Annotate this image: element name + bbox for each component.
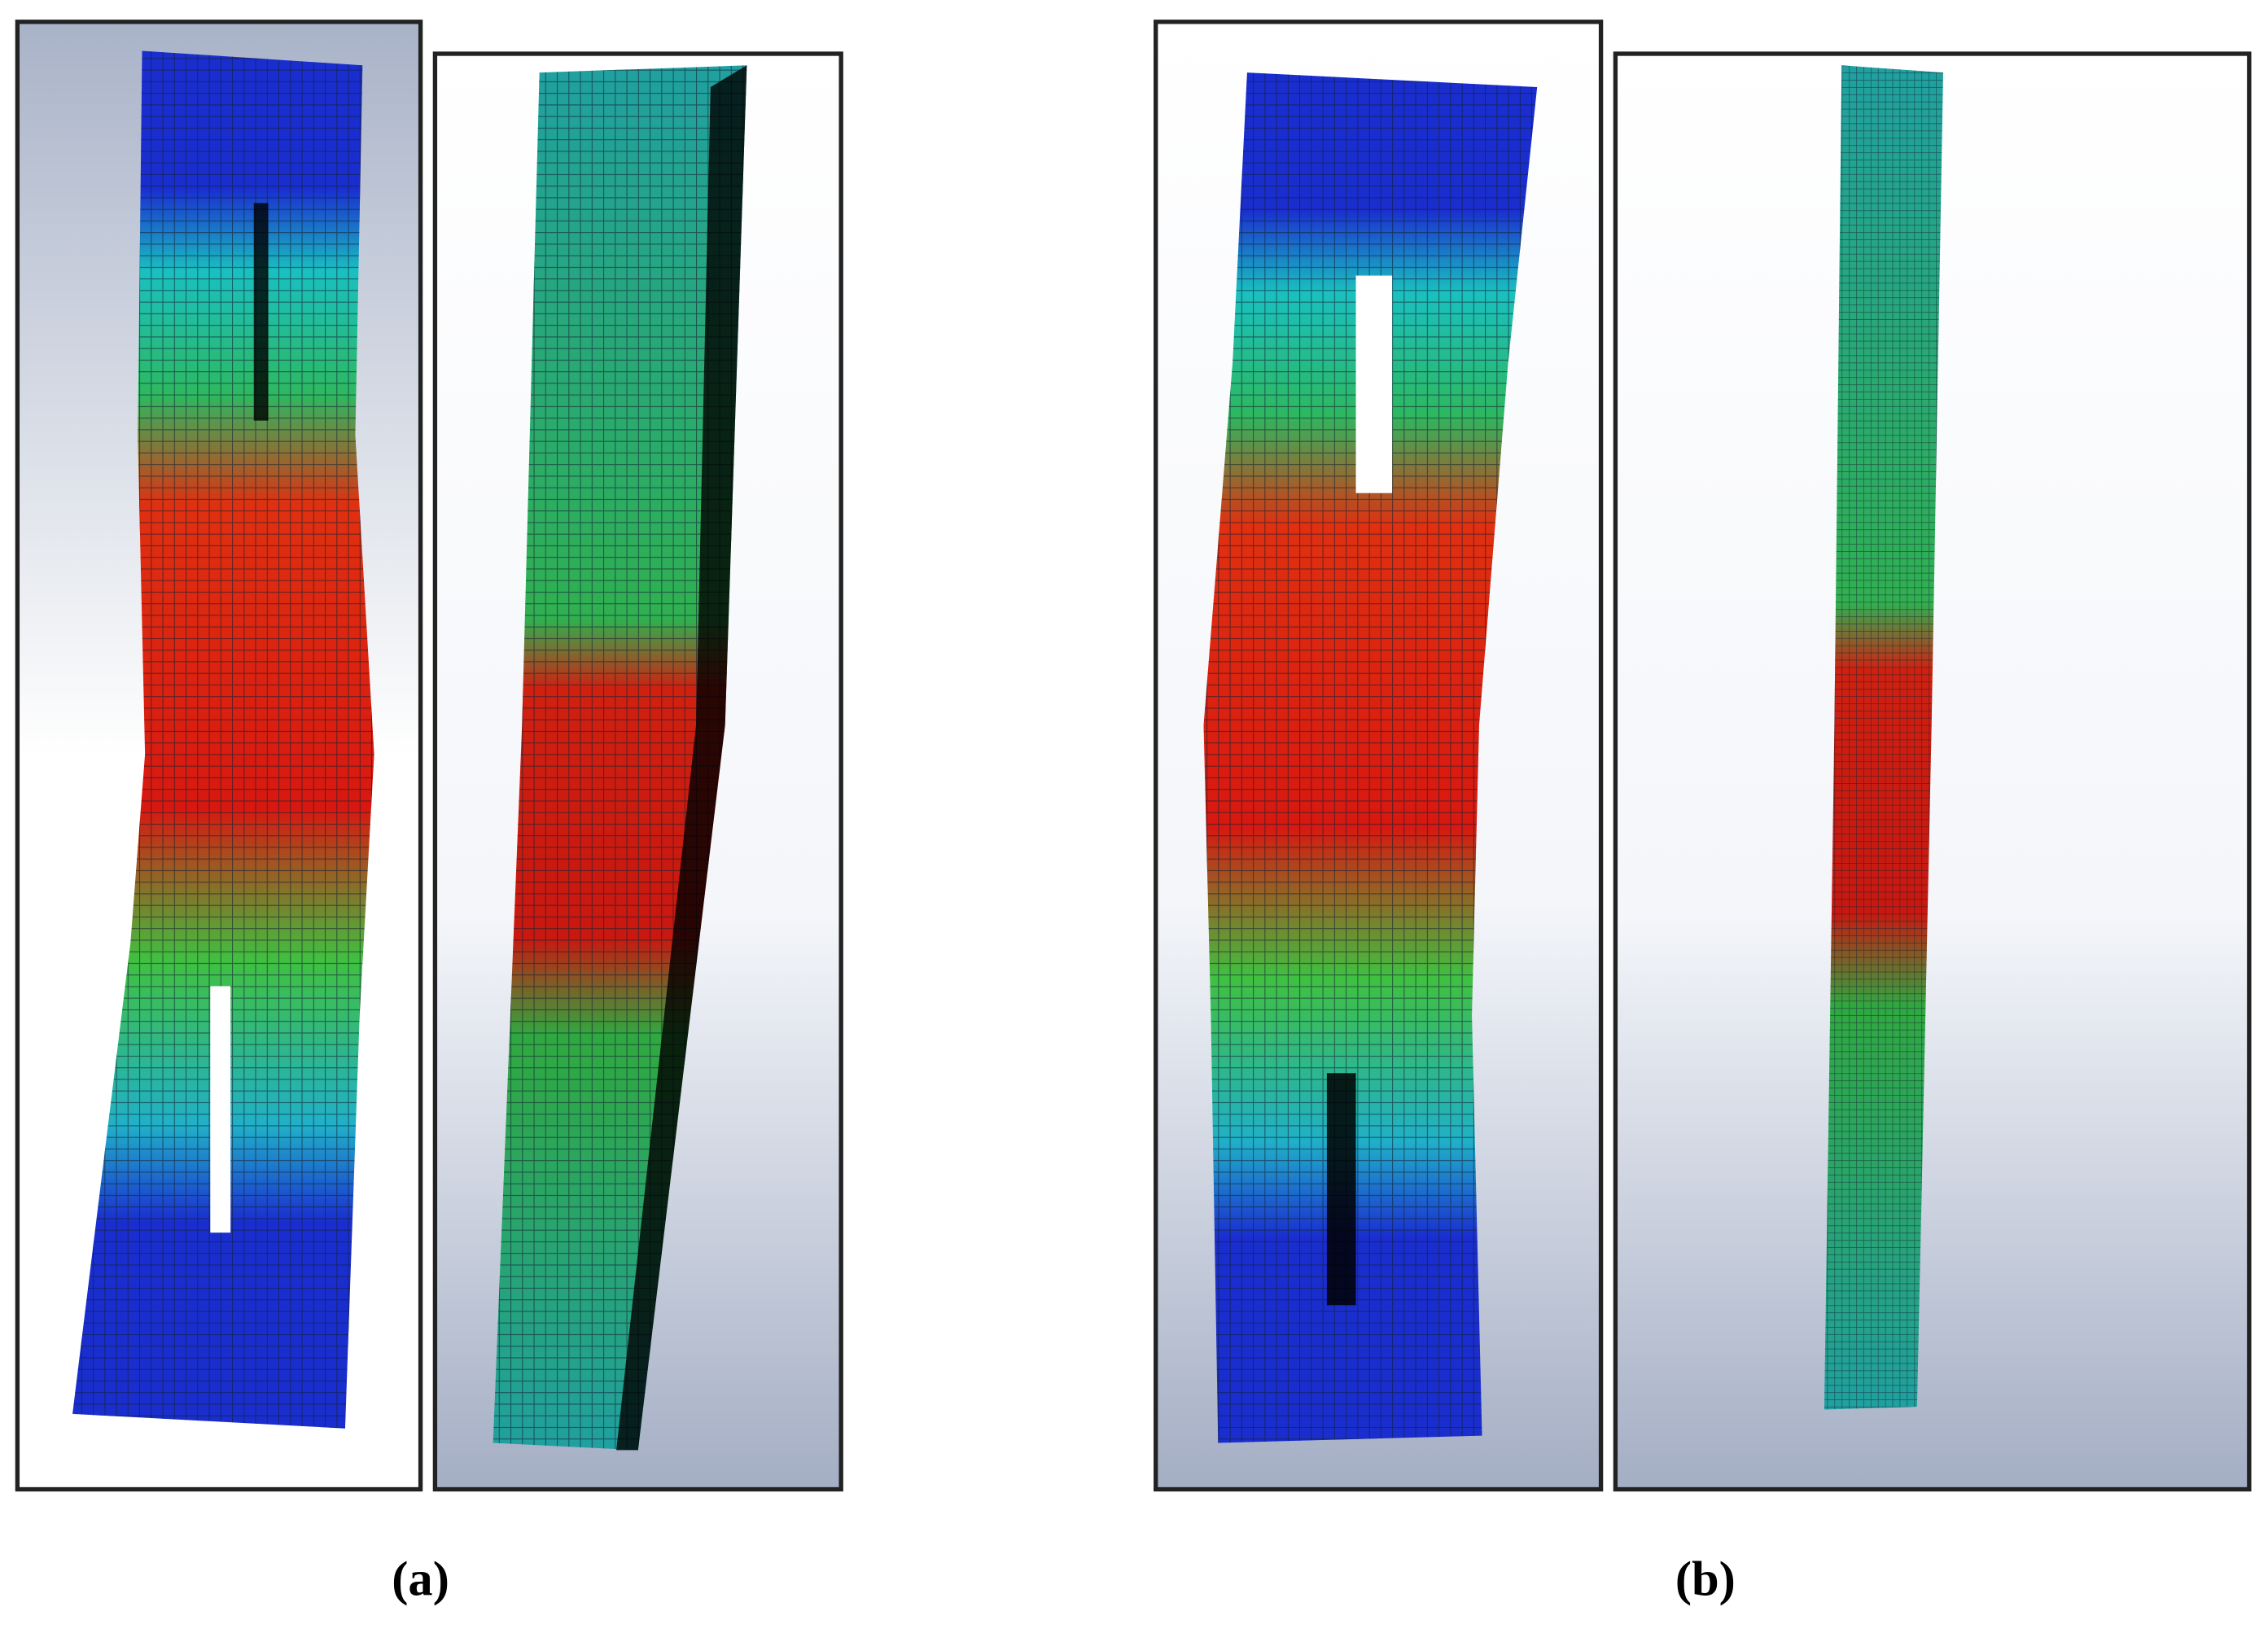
column-model	[1203, 72, 1538, 1443]
column-model	[493, 65, 747, 1451]
column-model	[72, 50, 374, 1429]
panel-label: (b)	[1675, 1552, 1736, 1607]
panel-label: (a)	[392, 1552, 449, 1607]
column-model	[1824, 65, 1943, 1410]
